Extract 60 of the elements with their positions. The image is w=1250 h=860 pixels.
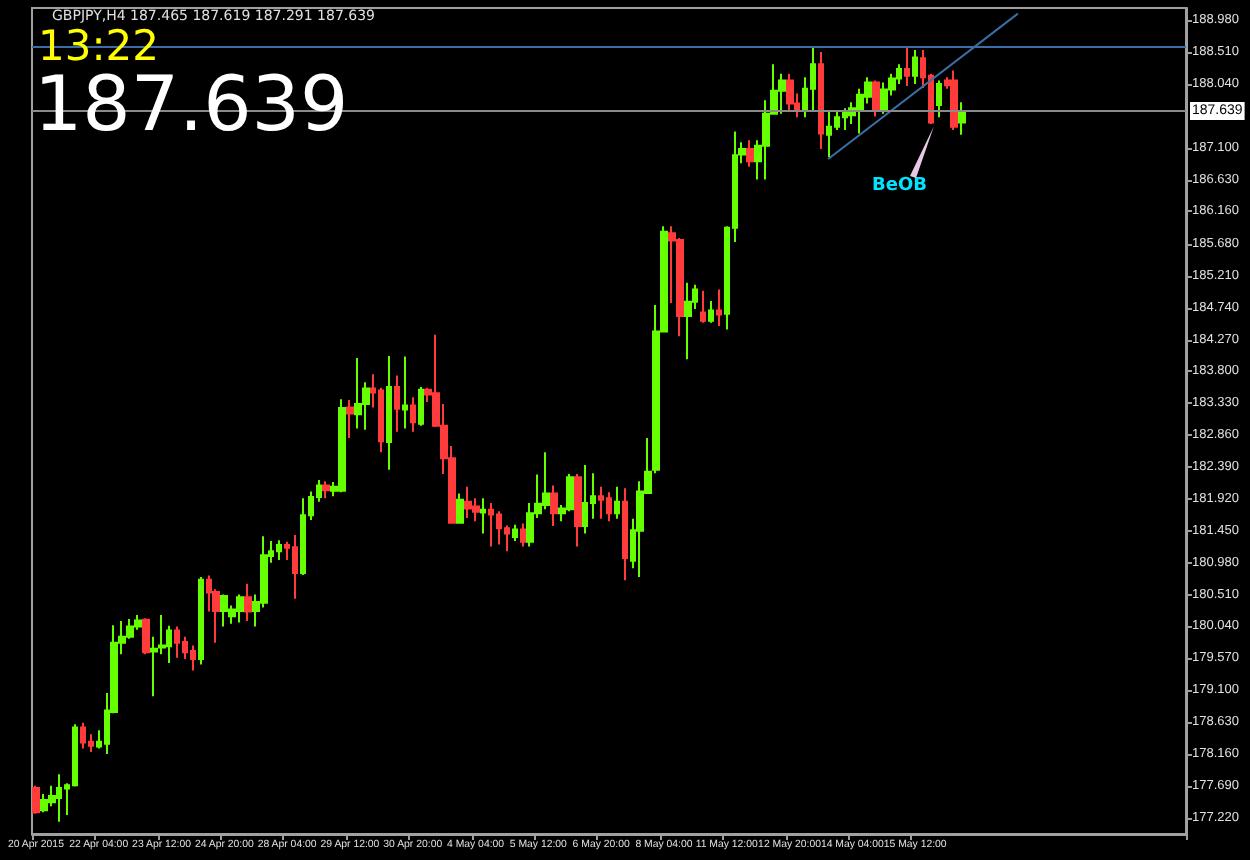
candlestick xyxy=(574,472,582,548)
candlestick xyxy=(338,398,346,494)
candlestick xyxy=(32,784,40,815)
candlestick xyxy=(950,69,958,132)
candlestick xyxy=(134,613,142,631)
candlestick xyxy=(480,497,486,535)
candlestick xyxy=(550,484,558,528)
candlestick xyxy=(936,79,942,119)
candlestick xyxy=(958,101,966,136)
candlestick xyxy=(456,492,464,524)
candlestick xyxy=(190,644,196,672)
candlestick xyxy=(322,480,330,500)
candlestick xyxy=(708,299,714,324)
candlestick xyxy=(904,46,910,87)
candlestick xyxy=(394,374,400,433)
candlestick xyxy=(582,464,588,535)
candlestick xyxy=(842,107,848,132)
candlestick xyxy=(622,487,628,582)
candlestick xyxy=(292,533,298,600)
candlestick xyxy=(402,355,408,430)
candlestick xyxy=(488,502,494,548)
candlestick xyxy=(512,523,518,543)
candlestick xyxy=(300,497,306,576)
candlestick xyxy=(244,582,252,623)
annotation: BeOB xyxy=(872,176,927,196)
candlestick xyxy=(174,625,180,659)
candlestick xyxy=(496,510,502,546)
candlestick xyxy=(880,81,888,115)
candlestick xyxy=(566,472,574,513)
candlestick xyxy=(542,451,550,511)
candlestick xyxy=(826,109,832,159)
candlestick xyxy=(346,398,354,439)
candlestick xyxy=(606,491,612,523)
candlestick xyxy=(700,289,706,324)
candlestick xyxy=(912,49,918,85)
candlestick xyxy=(520,522,526,548)
candlestick xyxy=(220,593,228,628)
candlestick xyxy=(872,79,880,118)
candlestick xyxy=(684,281,692,361)
candlestick xyxy=(410,396,416,433)
candlestick xyxy=(614,485,620,520)
candlestick xyxy=(818,51,824,151)
candlestick xyxy=(418,386,424,427)
candlestick xyxy=(276,539,282,562)
candlestick xyxy=(40,792,48,814)
candlestick xyxy=(386,354,392,471)
candlestick xyxy=(80,721,86,750)
candlestick xyxy=(142,617,150,656)
candlestick xyxy=(716,288,722,328)
candlestick xyxy=(56,773,62,823)
annotation: 187.639 xyxy=(34,60,349,148)
candlestick xyxy=(746,139,754,168)
candlestick xyxy=(464,485,472,519)
candlestick xyxy=(778,72,786,115)
candlestick xyxy=(354,356,362,430)
candlestick xyxy=(598,485,604,520)
candlestick xyxy=(198,575,204,666)
candlestick xyxy=(236,593,244,624)
candlestick xyxy=(810,46,816,112)
candlestick xyxy=(786,72,794,112)
